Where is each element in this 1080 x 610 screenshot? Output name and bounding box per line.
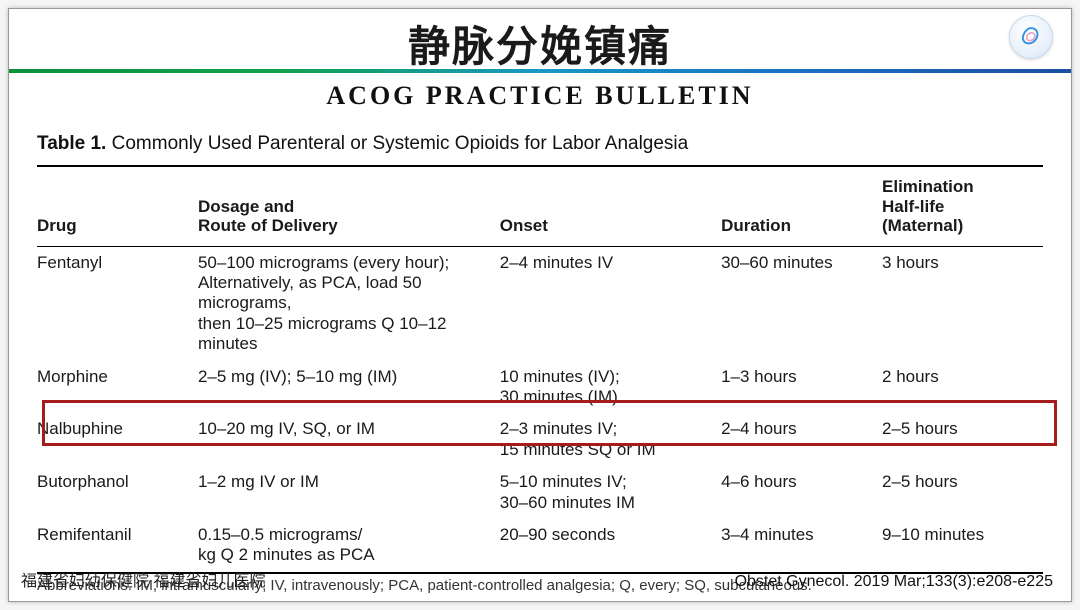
table-cell: 3 hours	[882, 246, 1043, 360]
table-cell: 4–6 hours	[721, 466, 882, 519]
table-cell: 2–5 hours	[882, 466, 1043, 519]
table-row: Remifentanil0.15–0.5 micrograms/kg Q 2 m…	[37, 519, 1043, 573]
footer-right: Obstet Gynecol. 2019 Mar;133(3):e208-e22…	[735, 573, 1053, 591]
table-header-cell: Drug	[37, 166, 198, 246]
table-row: Nalbuphine10–20 mg IV, SQ, or IM2–3 minu…	[37, 413, 1043, 466]
table-header-cell: Dosage andRoute of Delivery	[198, 166, 500, 246]
table-cell: 50–100 micrograms (every hour); Alternat…	[198, 246, 500, 360]
table-cell: 2–5 hours	[882, 413, 1043, 466]
table-cell: Morphine	[37, 361, 198, 414]
table-row: Butorphanol1–2 mg IV or IM5–10 minutes I…	[37, 466, 1043, 519]
table-cell: 2 hours	[882, 361, 1043, 414]
table-cell: Nalbuphine	[37, 413, 198, 466]
bulletin-title: ACOG PRACTICE BULLETIN	[37, 81, 1043, 111]
table-cell: Fentanyl	[37, 246, 198, 360]
table-header-row: DrugDosage andRoute of DeliveryOnsetDura…	[37, 166, 1043, 246]
table-cell: 1–3 hours	[721, 361, 882, 414]
opioid-table: DrugDosage andRoute of DeliveryOnsetDura…	[37, 165, 1043, 574]
table-row: Fentanyl50–100 micrograms (every hour); …	[37, 246, 1043, 360]
slide-title: 静脉分娩镇痛	[9, 9, 1071, 74]
table-cell: 30–60 minutes	[721, 246, 882, 360]
table-caption-label: Table 1.	[37, 133, 106, 154]
table-cell: 2–5 mg (IV); 5–10 mg (IM)	[198, 361, 500, 414]
table-header-cell: EliminationHalf-life(Maternal)	[882, 166, 1043, 246]
table-cell: 2–3 minutes IV;15 minutes SQ or IM	[500, 413, 721, 466]
table-cell: 0.15–0.5 micrograms/kg Q 2 minutes as PC…	[198, 519, 500, 573]
table-cell: 3–4 minutes	[721, 519, 882, 573]
table-row: Morphine2–5 mg (IV); 5–10 mg (IM)10 minu…	[37, 361, 1043, 414]
table-cell: 9–10 minutes	[882, 519, 1043, 573]
table-header-cell: Duration	[721, 166, 882, 246]
title-bar: 静脉分娩镇痛	[9, 9, 1071, 69]
table-header-cell: Onset	[500, 166, 721, 246]
content-area: ACOG PRACTICE BULLETIN Table 1. Commonly…	[9, 73, 1071, 594]
footer-left: 福建省妇幼保健院 福建省妇儿医院	[21, 567, 265, 591]
table-caption-text: Commonly Used Parenteral or Systemic Opi…	[106, 133, 688, 154]
table-cell: 20–90 seconds	[500, 519, 721, 573]
table-cell: 2–4 hours	[721, 413, 882, 466]
table-cell: Remifentanil	[37, 519, 198, 573]
table-cell: 10–20 mg IV, SQ, or IM	[198, 413, 500, 466]
table-body: Fentanyl50–100 micrograms (every hour); …	[37, 246, 1043, 573]
table-cell: Butorphanol	[37, 466, 198, 519]
table-caption: Table 1. Commonly Used Parenteral or Sys…	[37, 133, 1043, 155]
table-cell: 1–2 mg IV or IM	[198, 466, 500, 519]
table-cell: 2–4 minutes IV	[500, 246, 721, 360]
table-cell: 10 minutes (IV);30 minutes (IM)	[500, 361, 721, 414]
table-cell: 5–10 minutes IV;30–60 minutes IM	[500, 466, 721, 519]
slide: 静脉分娩镇痛 ACOG PRACTICE BULLETIN Table 1. C…	[8, 8, 1072, 602]
logo-icon	[1009, 15, 1053, 59]
